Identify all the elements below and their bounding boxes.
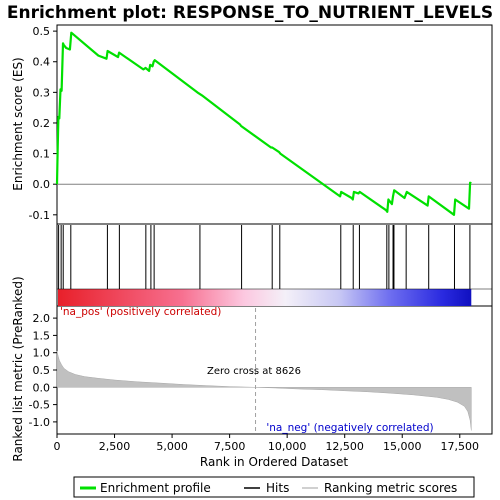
es-y-tick-label: 0.0 xyxy=(33,178,51,191)
zero-cross-label: Zero cross at 8626 xyxy=(207,366,301,377)
x-tick-label: 17,500 xyxy=(441,440,480,453)
legend-ranking-label: Ranking metric scores xyxy=(324,481,457,495)
x-tick-label: 10,000 xyxy=(268,440,307,453)
legend-enrichment-label: Enrichment profile xyxy=(100,481,211,495)
es-y-axis-label: Enrichment score (ES) xyxy=(11,57,25,190)
hits-series xyxy=(57,225,492,290)
es-y-axis: -0.1 0.0 0.1 0.2 0.3 0.4 0.5 xyxy=(29,25,57,222)
x-tick-label: 0 xyxy=(54,440,61,453)
es-y-tick-label: 0.3 xyxy=(33,86,51,99)
enrichment-profile-series xyxy=(55,31,472,216)
es-y-tick-label: 0.5 xyxy=(33,25,51,38)
es-y-tick-label: -0.1 xyxy=(29,209,50,222)
enrichment-profile-line xyxy=(55,31,472,216)
ranking-metric-series xyxy=(56,350,472,431)
negative-correlation-label: 'na_neg' (negatively correlated) xyxy=(266,422,433,434)
es-y-tick-label: 0.4 xyxy=(33,56,51,69)
metric-y-tick-label: -1.0 xyxy=(29,416,50,429)
x-tick-label: 7,500 xyxy=(214,440,246,453)
metric-y-tick-label: 1.5 xyxy=(33,329,51,342)
x-tick-label: 2,500 xyxy=(99,440,131,453)
metric-y-axis: -1.0 -0.5 0.0 0.5 1.0 1.5 2.0 xyxy=(29,312,57,429)
positive-correlation-label: 'na_pos' (positively correlated) xyxy=(60,306,221,318)
correlation-color-bar xyxy=(58,289,472,306)
metric-y-tick-label: 2.0 xyxy=(33,312,51,325)
metric-y-tick-label: 0.5 xyxy=(33,364,51,377)
correlation-color-bar-fill xyxy=(58,289,472,306)
legend-box xyxy=(73,476,475,498)
legend-hits-label: Hits xyxy=(266,481,289,495)
metric-y-tick-label: 0.0 xyxy=(33,381,51,394)
es-y-tick-label: 0.2 xyxy=(33,117,51,130)
chart-title: Enrichment plot: RESPONSE_TO_NUTRIENT_LE… xyxy=(7,3,493,23)
x-tick-label: 5,000 xyxy=(156,440,188,453)
es-y-tick-label: 0.1 xyxy=(33,148,51,161)
metric-y-axis-label: Ranked list metric (PreRanked) xyxy=(11,276,25,461)
metric-y-tick-label: -0.5 xyxy=(29,399,50,412)
x-tick-label: 12,500 xyxy=(325,440,364,453)
x-axis-label: Rank in Ordered Dataset xyxy=(200,455,348,469)
rank-x-axis: 0 2,500 5,000 7,500 10,000 12,500 15,000 17,500 xyxy=(54,434,480,453)
x-tick-label: 15,000 xyxy=(383,440,422,453)
ranking-metric-area xyxy=(56,350,472,431)
metric-y-tick-label: 1.0 xyxy=(33,347,51,360)
